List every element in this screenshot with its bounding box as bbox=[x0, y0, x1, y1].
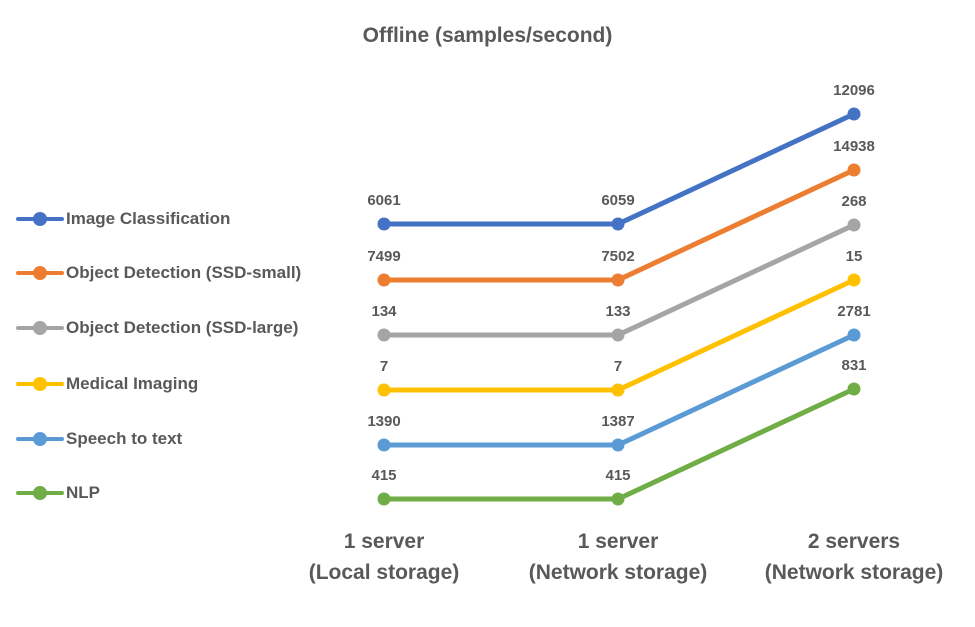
data-label-nlp-2: 831 bbox=[841, 357, 866, 374]
data-label-image-classification-2: 12096 bbox=[833, 82, 875, 99]
legend-item-object-detection-ssd-large: Object Detection (SSD-large) bbox=[16, 318, 298, 338]
legend-item-nlp: NLP bbox=[16, 483, 100, 503]
legend-item-speech-to-text: Speech to text bbox=[16, 429, 182, 449]
data-label-object-detection-ssd-small-2: 14938 bbox=[833, 138, 875, 155]
legend-line-marker-icon bbox=[16, 266, 64, 280]
category-line-1: 2 servers bbox=[807, 530, 901, 553]
data-point-image-classification-1 bbox=[611, 217, 625, 231]
legend-item-object-detection-ssd-small: Object Detection (SSD-small) bbox=[16, 263, 301, 283]
category-line-1: 1 server bbox=[577, 530, 659, 553]
chart-title: Offline (samples/second) bbox=[362, 24, 613, 47]
data-label-speech-to-text-1: 1387 bbox=[601, 413, 634, 430]
legend-item-label: Medical Imaging bbox=[66, 374, 199, 393]
x-axis-category-2: 1 server (Network storage) bbox=[493, 526, 743, 588]
data-label-object-detection-ssd-large-0: 134 bbox=[371, 303, 397, 320]
legend-item-label: Speech to text bbox=[66, 429, 183, 448]
data-point-medical-imaging-0 bbox=[377, 383, 391, 397]
data-point-image-classification-2 bbox=[847, 107, 861, 121]
data-label-medical-imaging-1: 7 bbox=[614, 358, 622, 375]
legend-item-label: Object Detection (SSD-small) bbox=[66, 263, 302, 282]
legend-item-label: Image Classification bbox=[66, 209, 231, 228]
data-label-nlp-1: 415 bbox=[605, 467, 630, 484]
data-point-object-detection-ssd-large-2 bbox=[847, 218, 861, 232]
data-label-object-detection-ssd-small-1: 7502 bbox=[601, 248, 634, 265]
legend-item-medical-imaging: Medical Imaging bbox=[16, 374, 198, 394]
category-line-2: (Network storage) bbox=[528, 561, 708, 584]
data-point-image-classification-0 bbox=[377, 217, 391, 231]
data-label-speech-to-text-0: 1390 bbox=[367, 413, 400, 430]
legend-item-label: NLP bbox=[66, 483, 100, 502]
data-label-object-detection-ssd-large-1: 133 bbox=[605, 303, 630, 320]
legend-line-marker-icon bbox=[16, 212, 64, 226]
legend-item-image-classification: Image Classification bbox=[16, 209, 230, 229]
data-label-object-detection-ssd-large-2: 268 bbox=[841, 193, 866, 210]
legend-item-label: Object Detection (SSD-large) bbox=[66, 318, 299, 337]
data-point-speech-to-text-2 bbox=[847, 328, 861, 342]
data-label-medical-imaging-0: 7 bbox=[380, 358, 388, 375]
data-point-object-detection-ssd-large-1 bbox=[611, 328, 625, 342]
data-label-image-classification-1: 6059 bbox=[601, 192, 634, 209]
category-line-2: (Local storage) bbox=[308, 561, 460, 584]
x-axis-category-1: 1 server (Local storage) bbox=[259, 526, 509, 588]
data-point-speech-to-text-1 bbox=[611, 438, 625, 452]
data-point-object-detection-ssd-large-0 bbox=[377, 328, 391, 342]
data-point-nlp-2 bbox=[847, 382, 861, 396]
legend-line-marker-icon bbox=[16, 377, 64, 391]
data-label-speech-to-text-2: 2781 bbox=[837, 303, 870, 320]
data-label-medical-imaging-2: 15 bbox=[846, 248, 863, 265]
chart-legend: Image Classification Object Detection (S… bbox=[0, 0, 360, 627]
data-point-medical-imaging-1 bbox=[611, 383, 625, 397]
data-point-medical-imaging-2 bbox=[847, 273, 861, 287]
category-line-2: (Network storage) bbox=[764, 561, 944, 584]
category-line-1: 1 server bbox=[343, 530, 425, 553]
data-point-object-detection-ssd-small-2 bbox=[847, 163, 861, 177]
legend-line-marker-icon bbox=[16, 486, 64, 500]
data-point-object-detection-ssd-small-1 bbox=[611, 273, 625, 287]
data-point-nlp-0 bbox=[377, 492, 391, 506]
x-axis-category-3: 2 servers (Network storage) bbox=[729, 526, 975, 588]
data-point-nlp-1 bbox=[611, 492, 625, 506]
data-point-speech-to-text-0 bbox=[377, 438, 391, 452]
data-point-object-detection-ssd-small-0 bbox=[377, 273, 391, 287]
data-label-object-detection-ssd-small-0: 7499 bbox=[367, 248, 400, 265]
data-label-image-classification-0: 6061 bbox=[367, 192, 400, 209]
data-label-nlp-0: 415 bbox=[371, 467, 396, 484]
legend-line-marker-icon bbox=[16, 321, 64, 335]
legend-line-marker-icon bbox=[16, 432, 64, 446]
